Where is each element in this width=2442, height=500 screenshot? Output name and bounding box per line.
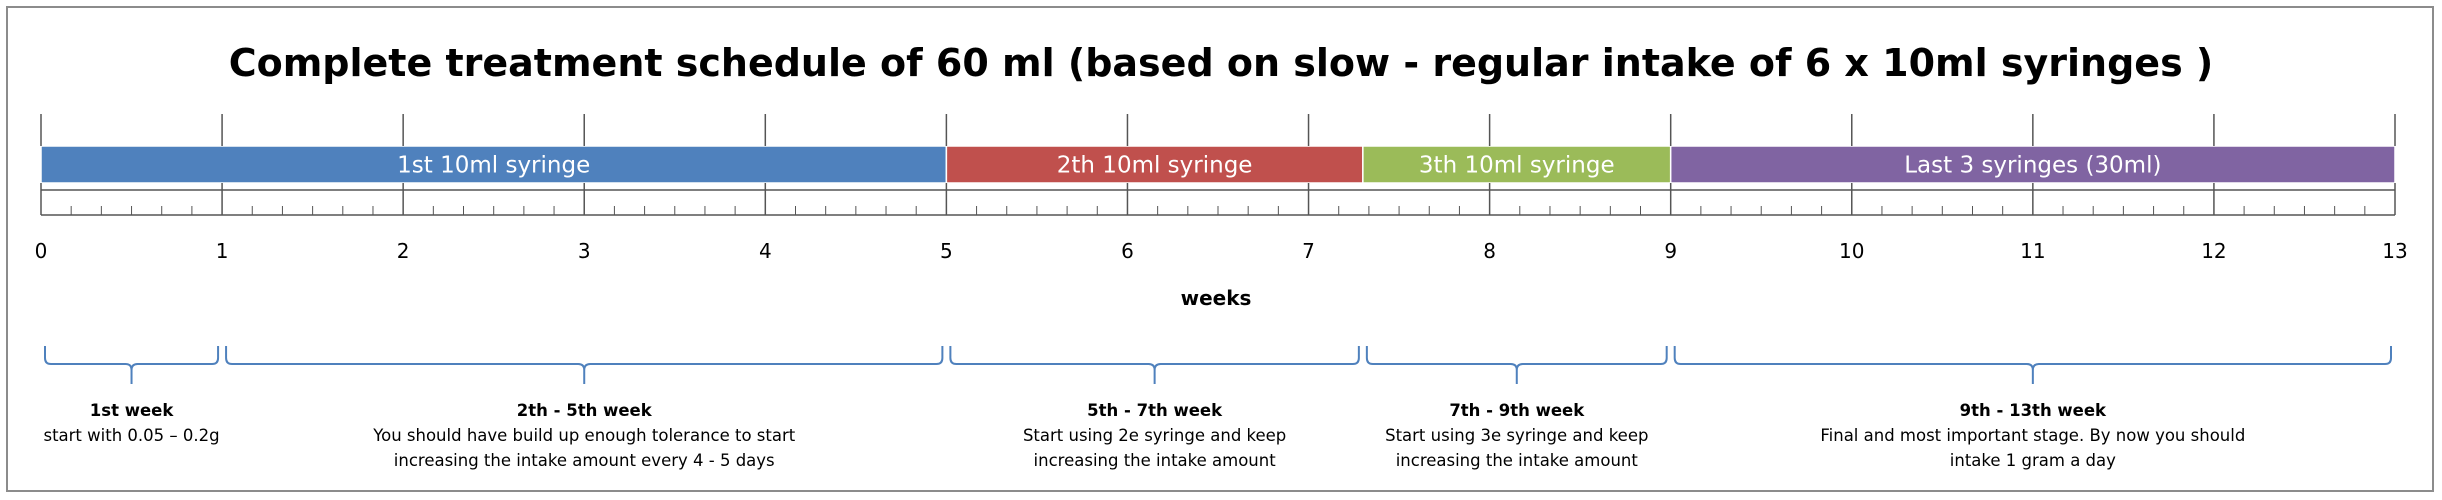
phase-brace (44, 346, 220, 384)
segment-bar (40, 145, 948, 184)
tick-label: 0 (35, 239, 48, 263)
phase-brace (949, 346, 1360, 384)
phase-description: increasing the intake amount (1034, 451, 1277, 470)
phase-description: Final and most important stage. By now y… (1820, 426, 2245, 445)
tick-label: 9 (1664, 239, 1677, 263)
phase-description: You should have build up enough toleranc… (372, 426, 796, 445)
phase-title: 5th - 7th week (1087, 401, 1223, 420)
tick-label: 3 (578, 239, 591, 263)
segment-label: Last 3 syringes (30ml) (1904, 153, 2161, 179)
segment-label: 2th 10ml syringe (1057, 153, 1253, 179)
phase-description: increasing the intake amount (1396, 451, 1639, 470)
tick-label: 10 (1839, 239, 1864, 263)
syringe-segments: 1st 10ml syringe 2th 10ml syringe 3th 10ml… (40, 145, 2396, 184)
diagram-title: Complete treatment schedule of 60 ml (ba… (229, 41, 2214, 85)
tick-label: 8 (1483, 239, 1496, 263)
phase-brace (225, 346, 944, 384)
axis-label: weeks (1181, 286, 1252, 310)
tick-label: 11 (2020, 239, 2045, 263)
phase-description: Start using 3e syringe and keep (1385, 426, 1648, 445)
tick-label: 2 (397, 239, 410, 263)
tick-label: 13 (2382, 239, 2407, 263)
week-axis: 0 1 2 3 4 5 6 7 8 9 10 11 12 13 (35, 114, 2408, 263)
tick-label: 1 (216, 239, 229, 263)
tick-label: 12 (2201, 239, 2226, 263)
phase-title: 1st week (90, 401, 175, 420)
phase-description: intake 1 gram a day (1950, 451, 2116, 470)
phase-title: 2th - 5th week (517, 401, 653, 420)
segment-label: 1st 10ml syringe (397, 153, 590, 179)
phase-brace (1673, 346, 2392, 384)
tick-label: 5 (940, 239, 953, 263)
phase-annotations: 1st week start with 0.05 – 0.2g 2th - 5th … (43, 346, 2392, 470)
phase-description: Start using 2e syringe and keep (1023, 426, 1286, 445)
diagram-frame (6, 6, 2434, 492)
phase-description: start with 0.05 – 0.2g (43, 426, 219, 445)
segment-label: 3th 10ml syringe (1419, 153, 1615, 179)
segment-bar (945, 145, 1364, 184)
tick-label: 6 (1121, 239, 1134, 263)
phase-title: 9th - 13th week (1960, 401, 2107, 420)
phase-description: increasing the intake amount every 4 - 5… (394, 451, 775, 470)
phase-title: 7th - 9th week (1449, 401, 1585, 420)
tick-label: 7 (1302, 239, 1315, 263)
phase-brace (1365, 346, 1668, 384)
tick-label: 4 (759, 239, 772, 263)
